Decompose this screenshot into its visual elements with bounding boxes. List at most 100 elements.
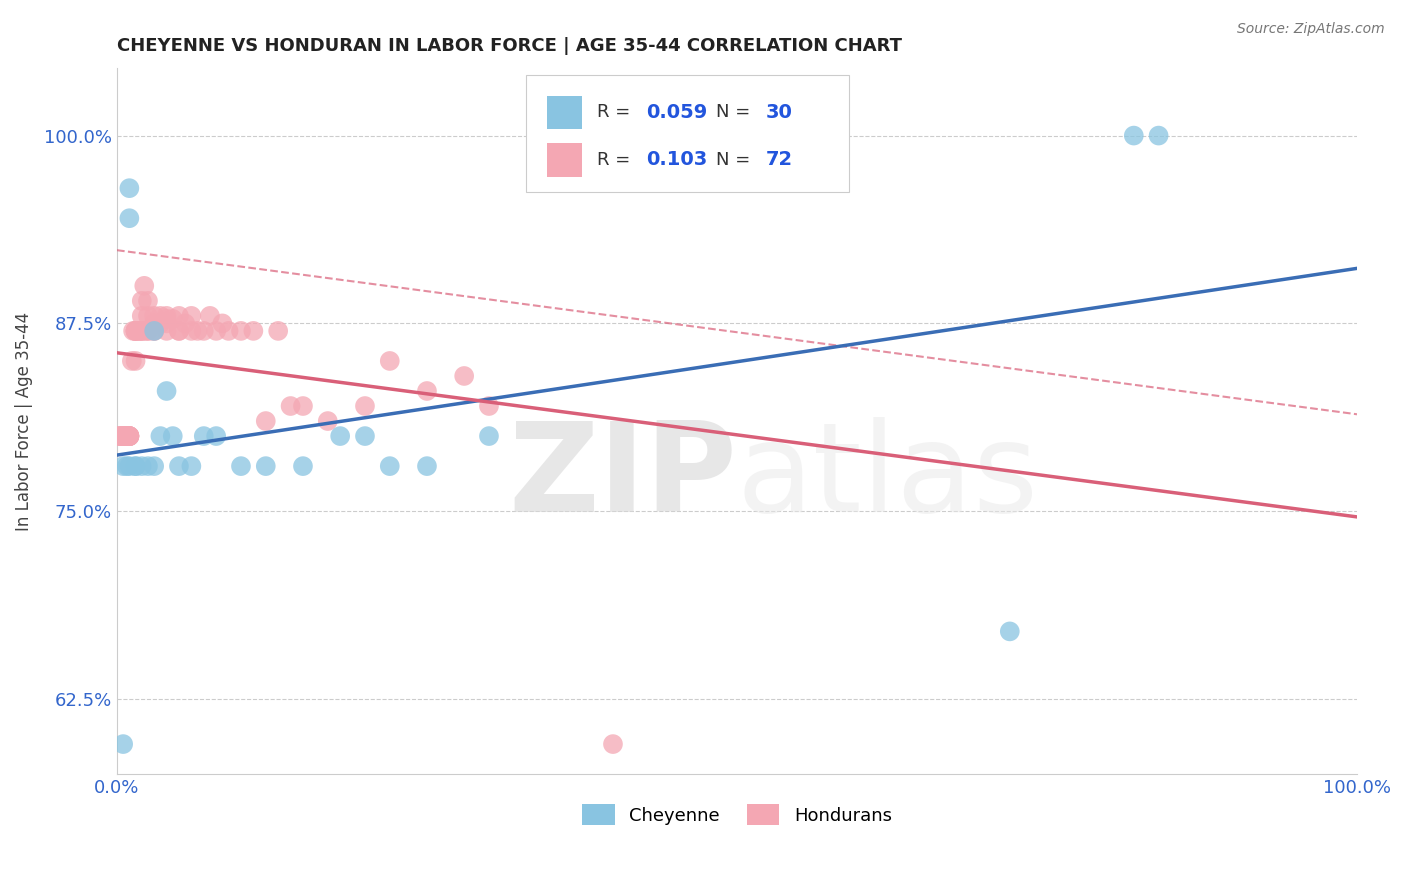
- Point: [205, 324, 228, 338]
- Point: [180, 324, 202, 338]
- Point: [229, 324, 252, 338]
- Text: 72: 72: [765, 150, 793, 169]
- Point: [124, 324, 146, 338]
- Point: [143, 459, 166, 474]
- Legend: Cheyenne, Hondurans: Cheyenne, Hondurans: [582, 805, 891, 825]
- Point: [416, 459, 439, 474]
- Text: 30: 30: [765, 103, 793, 122]
- Point: [540, 166, 562, 180]
- Point: [218, 324, 240, 338]
- Point: [162, 429, 184, 443]
- Point: [128, 324, 150, 338]
- Point: [118, 429, 141, 443]
- Point: [162, 311, 184, 326]
- Point: [128, 324, 150, 338]
- Point: [118, 429, 141, 443]
- Point: [193, 324, 215, 338]
- Point: [155, 317, 177, 331]
- Text: atlas: atlas: [737, 417, 1039, 538]
- Point: [131, 459, 153, 474]
- Point: [998, 624, 1021, 639]
- Point: [242, 324, 264, 338]
- Point: [134, 278, 156, 293]
- Point: [267, 324, 290, 338]
- Point: [291, 399, 314, 413]
- Point: [187, 324, 209, 338]
- Point: [167, 324, 190, 338]
- Point: [174, 317, 197, 331]
- Text: N =: N =: [716, 151, 756, 169]
- Point: [124, 324, 146, 338]
- FancyBboxPatch shape: [547, 143, 582, 177]
- Point: [180, 309, 202, 323]
- Point: [118, 429, 141, 443]
- Point: [149, 309, 172, 323]
- Point: [354, 399, 377, 413]
- Point: [108, 429, 131, 443]
- Point: [155, 311, 177, 326]
- Point: [107, 429, 129, 443]
- Point: [124, 324, 146, 338]
- Point: [136, 309, 159, 323]
- Point: [149, 317, 172, 331]
- Point: [136, 324, 159, 338]
- Point: [112, 459, 135, 474]
- Text: R =: R =: [598, 151, 636, 169]
- Point: [180, 459, 202, 474]
- Point: [1147, 128, 1170, 143]
- Point: [453, 368, 475, 383]
- Point: [112, 429, 135, 443]
- Point: [329, 429, 352, 443]
- Point: [124, 459, 146, 474]
- Text: 0.103: 0.103: [647, 150, 707, 169]
- Point: [114, 429, 136, 443]
- Point: [602, 737, 624, 751]
- Point: [122, 324, 145, 338]
- Point: [143, 309, 166, 323]
- Point: [124, 459, 146, 474]
- Point: [118, 211, 141, 226]
- Point: [117, 429, 139, 443]
- Point: [131, 309, 153, 323]
- Point: [143, 317, 166, 331]
- Point: [155, 384, 177, 398]
- Point: [316, 414, 339, 428]
- Point: [134, 324, 156, 338]
- Point: [193, 429, 215, 443]
- Y-axis label: In Labor Force | Age 35-44: In Labor Force | Age 35-44: [15, 311, 32, 531]
- Point: [112, 737, 135, 751]
- Point: [149, 429, 172, 443]
- Point: [354, 429, 377, 443]
- Point: [167, 309, 190, 323]
- Point: [143, 324, 166, 338]
- Point: [118, 429, 141, 443]
- Point: [198, 309, 221, 323]
- Point: [416, 384, 439, 398]
- Point: [112, 429, 135, 443]
- Point: [115, 429, 138, 443]
- Point: [118, 429, 141, 443]
- Point: [136, 324, 159, 338]
- Text: 0.059: 0.059: [647, 103, 707, 122]
- Text: N =: N =: [716, 103, 756, 121]
- Point: [136, 459, 159, 474]
- Point: [378, 459, 401, 474]
- Point: [118, 459, 141, 474]
- FancyBboxPatch shape: [526, 75, 849, 192]
- Point: [155, 309, 177, 323]
- Point: [121, 354, 143, 368]
- Point: [155, 324, 177, 338]
- Point: [378, 354, 401, 368]
- Point: [167, 459, 190, 474]
- Point: [1122, 128, 1144, 143]
- Point: [118, 181, 141, 195]
- Point: [112, 429, 135, 443]
- Point: [143, 324, 166, 338]
- Point: [167, 324, 190, 338]
- Point: [229, 459, 252, 474]
- Point: [131, 293, 153, 308]
- Point: [254, 414, 277, 428]
- Point: [110, 429, 132, 443]
- FancyBboxPatch shape: [547, 95, 582, 129]
- Point: [124, 354, 146, 368]
